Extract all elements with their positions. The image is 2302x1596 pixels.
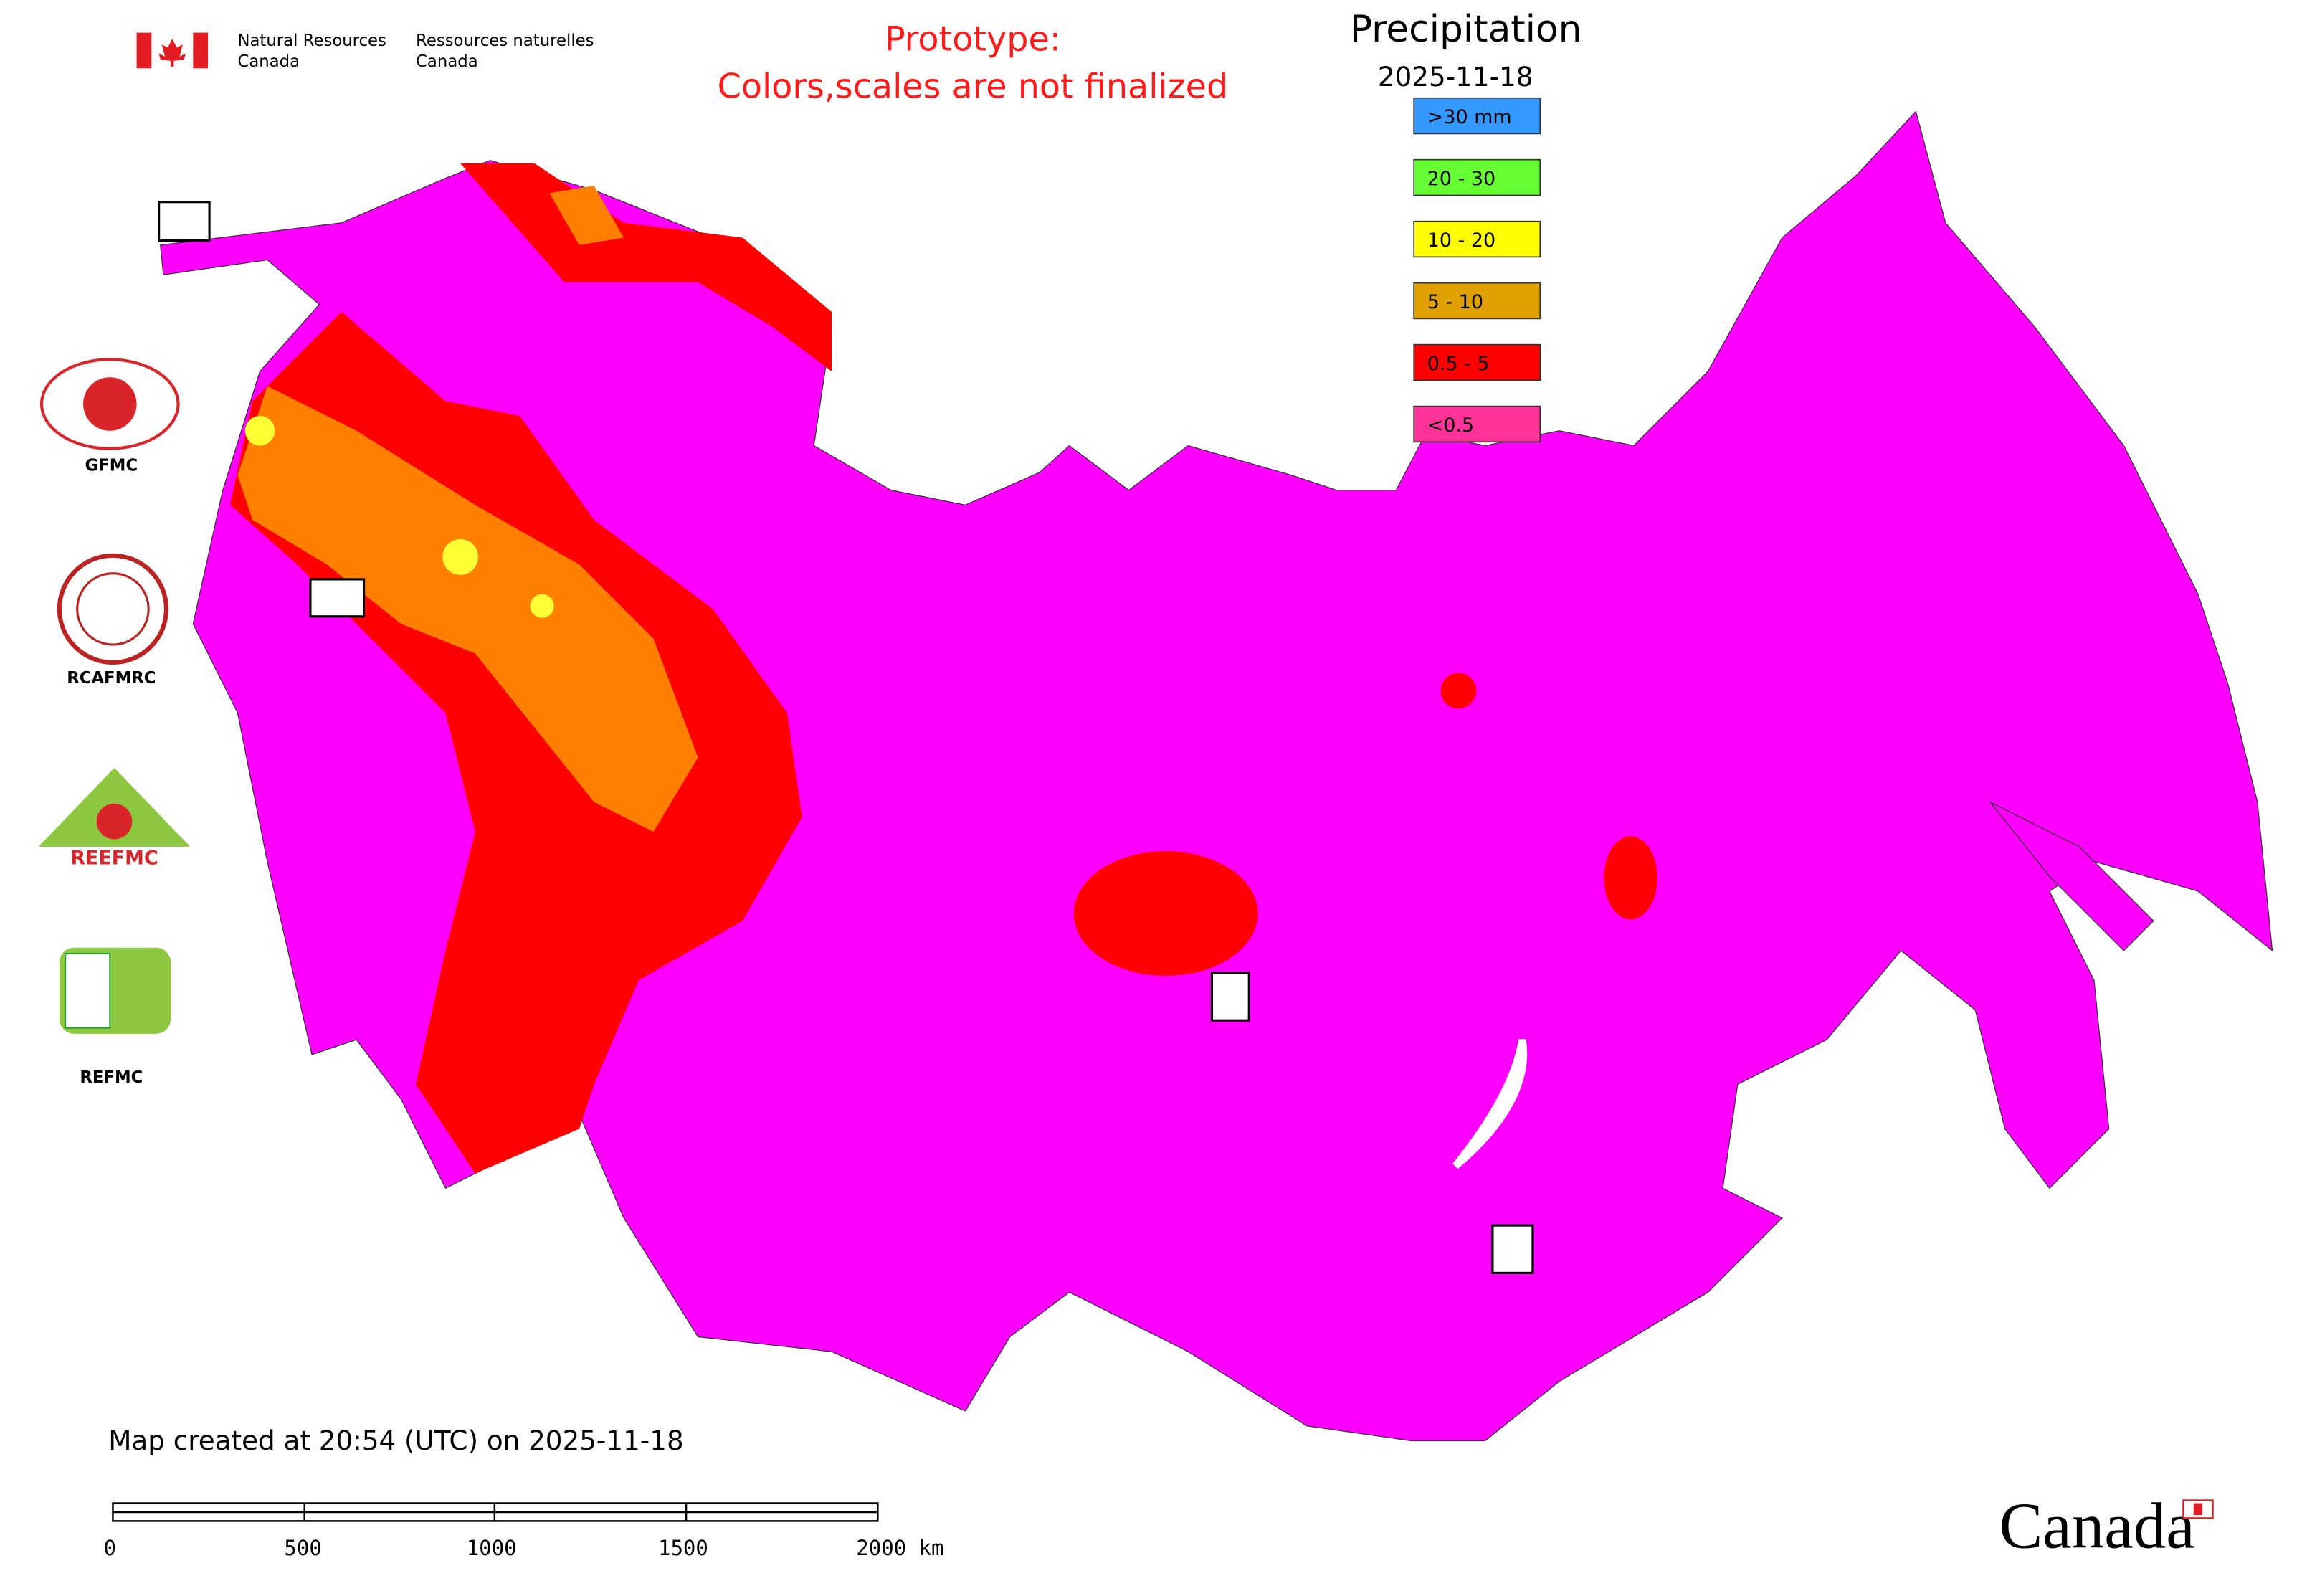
legend-title: Precipitation (1350, 8, 1582, 51)
legend-label: <0.5 (1427, 414, 1474, 437)
legend-label: 5 - 10 (1427, 291, 1483, 313)
agency-en: Natural Resources (237, 32, 386, 50)
logo-label: REFMC (80, 1068, 143, 1087)
legend-swatch (1413, 158, 1541, 196)
land (160, 110, 2273, 1442)
legend-swatch (1413, 343, 1541, 381)
logo-refmc (59, 947, 171, 1034)
legend-label: 20 - 30 (1427, 168, 1495, 190)
agency-fr: Ressources naturelles (416, 32, 594, 50)
scale-label: 1500 (658, 1536, 708, 1560)
legend-label: >30 mm (1427, 106, 1512, 128)
canada-wordmark: Canada (1999, 1490, 2194, 1562)
scale-bar (112, 1502, 879, 1522)
agency-fr: Canada (416, 52, 478, 71)
legend-swatch (1413, 97, 1541, 135)
created-note: Map created at 20:54 (UTC) on 2025-11-18 (108, 1425, 683, 1456)
legend: >30 mm 20 - 30 10 - 20 5 - 10 0.5 - 5 <0.5 (1413, 97, 1541, 443)
logo-label: RCAFMRC (67, 669, 156, 688)
logo-reefmc (38, 768, 191, 847)
scale-label: 0 (104, 1536, 116, 1560)
legend-label: 0.5 - 5 (1427, 353, 1490, 375)
prototype-notice: Prototype: (885, 19, 1061, 59)
legend-label: 10 - 20 (1427, 229, 1495, 252)
logo-marker (158, 201, 1534, 1274)
scale-labels: 0 500 1000 1500 2000 km (104, 1536, 944, 1560)
legend-swatch (1413, 405, 1541, 443)
agency-en: Canada (237, 52, 300, 71)
logo-label: REEFMC (70, 847, 158, 870)
prototype-notice: Colors,scales are not finalized (718, 67, 1229, 107)
wordmark-flag (2182, 1499, 2214, 1519)
legend-swatch (1413, 220, 1541, 258)
logo-rcafmrc (57, 553, 169, 665)
logo-gfmc (39, 358, 180, 450)
canada-flag (136, 32, 209, 69)
legend-date: 2025-11-18 (1378, 61, 1533, 92)
scale-label: 1000 (467, 1536, 517, 1560)
logo-label: GFMC (85, 457, 138, 475)
scale-label: 500 (284, 1536, 321, 1560)
scale-label: 2000 km (856, 1536, 943, 1560)
legend-swatch (1413, 282, 1541, 320)
